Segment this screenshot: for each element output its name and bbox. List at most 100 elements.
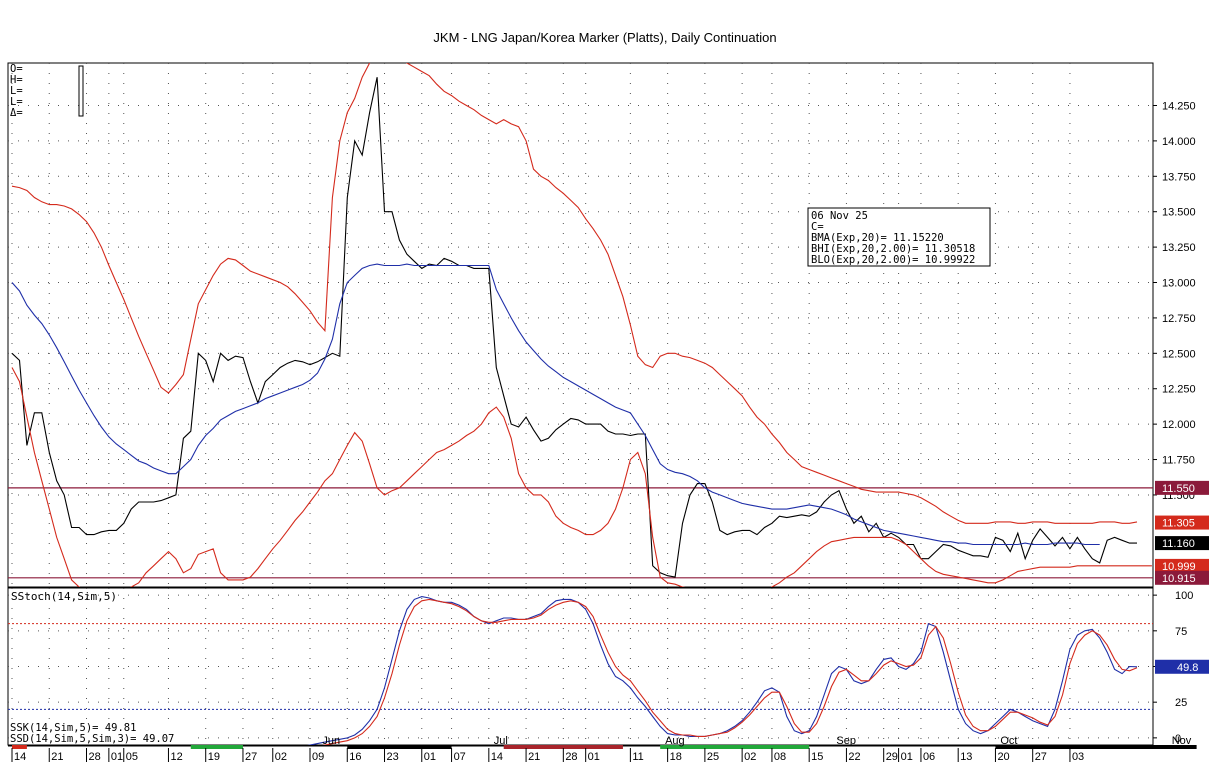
date-axis-band xyxy=(190,745,243,749)
date-label: 01 xyxy=(588,751,600,763)
ohlc-legend-line: L= xyxy=(10,85,23,97)
date-label: 28 xyxy=(89,751,101,763)
ohlc-legend-line: Δ= xyxy=(10,107,23,119)
stoch-reference-lines xyxy=(8,623,1153,710)
date-label: 27 xyxy=(1035,751,1047,763)
price-label-text: 10.999 xyxy=(1162,561,1196,573)
date-label: 20 xyxy=(997,751,1009,763)
date-label: 05 xyxy=(126,751,138,763)
date-label: 13 xyxy=(960,751,972,763)
stoch-label-box xyxy=(1155,659,1209,674)
price-panel: 11.50011.75012.00012.25012.50012.75013.0… xyxy=(7,62,1209,588)
price-label-box xyxy=(1155,558,1209,573)
date-label: 28 xyxy=(565,751,577,763)
date-label: 15 xyxy=(811,751,823,763)
date-axis-band xyxy=(12,745,27,749)
price-tick-label: 14.000 xyxy=(1162,136,1196,148)
date-axis-band xyxy=(995,745,1197,749)
date-axis-band xyxy=(503,745,623,749)
stoch-grid xyxy=(8,588,1153,745)
stoch-legend-line: SSK(14,Sim,5)= 49.81 xyxy=(10,722,136,734)
price-tick-label: 12.500 xyxy=(1162,348,1196,360)
price-grid xyxy=(8,63,1153,587)
price-plot-frame xyxy=(7,62,1154,588)
info-box-line: 06 Nov 25 xyxy=(811,210,868,222)
price-label-box xyxy=(1155,536,1209,551)
price-reference-lines xyxy=(8,487,1153,579)
date-label: 02 xyxy=(275,751,287,763)
price-series xyxy=(11,63,1152,587)
date-label: 07 xyxy=(454,751,466,763)
stoch-tick-label: 0 xyxy=(1175,733,1181,745)
series-bma-line xyxy=(11,263,1100,546)
date-label: 12 xyxy=(170,751,182,763)
date-label: 09 xyxy=(312,751,324,763)
date-axis-band xyxy=(347,745,452,749)
stoch-tick-label: 75 xyxy=(1175,626,1187,638)
ohlc-legend: O=H=L=L=Δ= xyxy=(10,63,23,119)
date-label: 14 xyxy=(491,751,503,763)
info-box-line: BHI(Exp,20,2.00)= 11.30518 xyxy=(811,243,975,255)
month-label: Nov xyxy=(1172,735,1192,747)
ohlc-legend-line: H= xyxy=(10,74,23,86)
price-label-box xyxy=(1155,515,1209,530)
date-label: 19 xyxy=(208,751,220,763)
price-label-text: 11.160 xyxy=(1162,538,1195,550)
stoch-legend-bg xyxy=(9,720,191,744)
price-tick-label: 13.000 xyxy=(1162,278,1196,290)
date-label: 01 xyxy=(111,751,123,763)
date-label: 21 xyxy=(528,751,540,763)
scroll-indicator[interactable] xyxy=(78,65,84,117)
stoch-tick-label: 100 xyxy=(1175,590,1193,602)
info-box-line: BMA(Exp,20)= 11.15220 xyxy=(811,232,944,244)
price-label-box xyxy=(1155,570,1209,585)
date-label: 03 xyxy=(1072,751,1084,763)
date-label: 21 xyxy=(51,751,63,763)
stoch-title: SStoch(14,Sim,5) xyxy=(11,590,117,603)
ohlc-legend-line: L= xyxy=(10,96,23,108)
month-label: Aug xyxy=(665,735,685,747)
date-label: 23 xyxy=(387,751,399,763)
info-box-frame xyxy=(807,207,991,267)
stoch-tick-label: 25 xyxy=(1175,697,1187,709)
price-label-text: 10.915 xyxy=(1162,573,1196,585)
date-label: 08 xyxy=(774,751,786,763)
info-box-line: BLO(Exp,20,2.00)= 10.99922 xyxy=(811,254,975,266)
month-label: Jul xyxy=(494,735,508,747)
series-close-line xyxy=(11,77,1137,578)
series-bhi-line xyxy=(11,63,1138,524)
date-label: 02 xyxy=(744,751,756,763)
date-label: 01 xyxy=(424,751,436,763)
price-tick-label: 14.250 xyxy=(1162,100,1196,112)
price-y-axis: 11.50011.75012.00012.25012.50012.75013.0… xyxy=(1153,100,1196,502)
price-label-text: 11.550 xyxy=(1162,483,1195,495)
stochastic-panel: 0255075100 SStoch(14,Sim,5) SSK(14,Sim,5… xyxy=(7,587,1209,746)
chart-title: JKM - LNG Japan/Korea Marker (Platts), D… xyxy=(433,30,777,45)
date-label: 16 xyxy=(349,751,361,763)
stoch-legend: SSK(14,Sim,5)= 49.81SSD(14,Sim,5,Sim,3)=… xyxy=(9,720,191,745)
date-label: 27 xyxy=(245,751,257,763)
info-box: 06 Nov 25C=BMA(Exp,20)= 11.15220BHI(Exp,… xyxy=(807,207,991,267)
date-label: 11 xyxy=(632,751,643,763)
ohlc-legend-line: O= xyxy=(10,63,23,75)
stoch-current-label: 49.8 xyxy=(1155,659,1209,674)
month-label: Jun xyxy=(322,735,340,747)
date-axis-band xyxy=(660,745,810,749)
stoch-legend-line: SSD(14,Sim,5,Sim,3)= 49.07 xyxy=(10,733,174,745)
price-tick-label: 13.750 xyxy=(1162,171,1196,183)
price-tick-label: 13.250 xyxy=(1162,242,1196,254)
date-label: 14 xyxy=(14,751,26,763)
date-label: 18 xyxy=(670,751,682,763)
date-label: 29 xyxy=(886,751,898,763)
series-ssd-line xyxy=(321,598,1138,745)
price-tick-label: 12.000 xyxy=(1162,419,1196,431)
date-label: 01 xyxy=(901,751,913,763)
date-label: 06 xyxy=(923,751,935,763)
price-label-text: 11.305 xyxy=(1162,518,1195,530)
price-tick-label: 12.250 xyxy=(1162,384,1196,396)
price-tick-label: 11.750 xyxy=(1162,455,1195,467)
series-ssk-line xyxy=(307,596,1138,745)
price-label-box xyxy=(1155,480,1209,495)
